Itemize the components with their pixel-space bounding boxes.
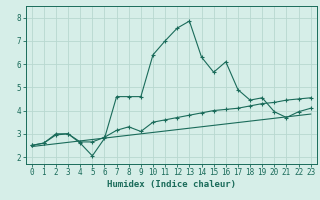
X-axis label: Humidex (Indice chaleur): Humidex (Indice chaleur) xyxy=(107,180,236,189)
